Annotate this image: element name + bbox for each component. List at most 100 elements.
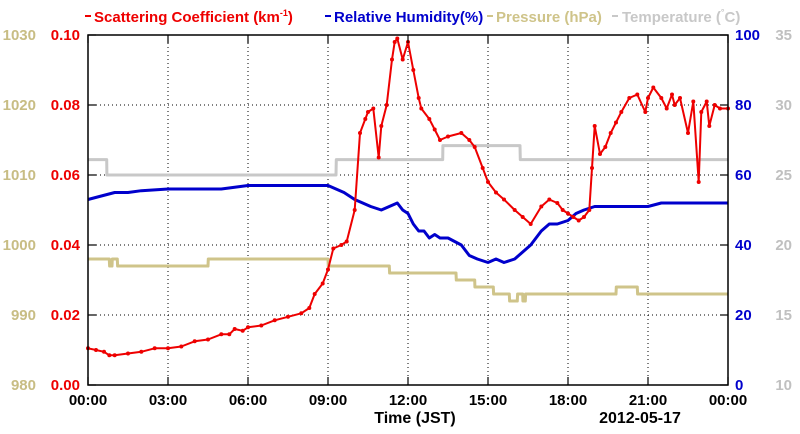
x-tick-label: 06:00 bbox=[229, 392, 267, 409]
series-point-scat bbox=[712, 103, 717, 107]
series-point-scat bbox=[192, 339, 197, 344]
series-point-scat bbox=[592, 124, 597, 128]
x-tick-label: 03:00 bbox=[149, 392, 187, 409]
y-tick-label-pres: 1000 bbox=[3, 237, 36, 254]
x-tick-label: 18:00 bbox=[549, 392, 587, 409]
x-tick-label: 00:00 bbox=[69, 392, 107, 409]
series-point-scat bbox=[691, 99, 696, 104]
y-tick-label-temp: 10 bbox=[775, 377, 792, 394]
series-point-scat bbox=[400, 57, 405, 62]
series-point-scat bbox=[446, 134, 450, 139]
series-point-scat bbox=[528, 222, 533, 226]
series-point-scat bbox=[259, 323, 264, 328]
series-point-scat bbox=[390, 57, 394, 62]
series-point-scat bbox=[619, 110, 624, 114]
series-point-scat bbox=[272, 318, 277, 323]
series-point-scat bbox=[363, 117, 368, 121]
series-point-scat bbox=[576, 218, 581, 223]
series-point-scat bbox=[344, 239, 349, 244]
series-point-scat bbox=[107, 353, 112, 358]
x-tick-label: 21:00 bbox=[629, 392, 667, 409]
series-point-scat bbox=[432, 127, 437, 132]
series-point-scat bbox=[547, 197, 552, 202]
series-point-scat bbox=[635, 92, 640, 97]
series-point-scat bbox=[646, 96, 650, 100]
series-point-scat bbox=[467, 138, 472, 142]
series-point-scat bbox=[664, 106, 669, 111]
y-tick-label-rh: 80 bbox=[735, 97, 752, 114]
legend: Scattering Coefficient (km-1) Relative H… bbox=[85, 7, 740, 26]
grid bbox=[88, 35, 728, 385]
series-point-scat bbox=[240, 328, 245, 333]
series-point-scat bbox=[486, 180, 490, 184]
series-point-scat bbox=[659, 96, 664, 100]
series-point-scat bbox=[366, 110, 370, 114]
series-point-scat bbox=[555, 201, 560, 205]
series-point-scat bbox=[686, 131, 690, 135]
series-point-scat bbox=[643, 110, 648, 114]
series-point-scat bbox=[603, 145, 608, 149]
series-point-scat bbox=[627, 96, 632, 100]
y-tick-label-scat: 0.00 bbox=[51, 377, 80, 394]
series-point-scat bbox=[539, 204, 544, 209]
series-point-scat bbox=[206, 337, 210, 342]
series-point-scat bbox=[152, 346, 157, 351]
series-point-scat bbox=[326, 267, 330, 272]
y-tick-label-pres: 990 bbox=[11, 307, 36, 324]
series-point-scat bbox=[307, 306, 312, 310]
y-tick-label-rh: 100 bbox=[735, 27, 760, 44]
series-point-scat bbox=[312, 292, 317, 296]
series-point-scat bbox=[459, 131, 464, 135]
series-point-scat bbox=[286, 314, 290, 319]
series-point-scat bbox=[614, 120, 618, 125]
series-line-temp bbox=[88, 144, 728, 177]
series-point-scat bbox=[590, 166, 594, 170]
series-point-scat bbox=[566, 211, 570, 216]
y-tick-label-scat: 0.04 bbox=[51, 237, 81, 254]
series-point-scat bbox=[379, 124, 384, 128]
y-tick-label-pres: 1030 bbox=[3, 27, 36, 44]
series-point-scat bbox=[416, 96, 421, 100]
series-point-scat bbox=[392, 40, 397, 44]
y-tick-label-temp: 25 bbox=[775, 167, 792, 184]
series-point-scat bbox=[438, 138, 442, 142]
series-point-scat bbox=[371, 106, 376, 111]
series-point-scat bbox=[179, 344, 184, 349]
series-point-scat bbox=[699, 110, 704, 114]
series-point-scat bbox=[232, 327, 237, 331]
x-tick-label: 09:00 bbox=[309, 392, 347, 409]
series-point-scat bbox=[678, 96, 682, 100]
series-point-scat bbox=[480, 166, 485, 170]
legend-scattering-label: Scattering Coefficient (km-1) bbox=[94, 8, 293, 26]
series-point-scat bbox=[246, 325, 250, 330]
series-point-scat bbox=[102, 349, 106, 354]
series-point-scat bbox=[670, 92, 674, 97]
series-point-scat bbox=[707, 124, 712, 128]
series-point-scat bbox=[126, 351, 130, 356]
date-label: 2012-05-17 bbox=[599, 410, 681, 427]
series-point-scat bbox=[419, 106, 424, 111]
series-line-pres bbox=[88, 257, 728, 303]
y-tick-label-scat: 0.02 bbox=[51, 307, 80, 324]
series-point-scat bbox=[718, 106, 722, 111]
y-tick-label-pres: 1020 bbox=[3, 97, 36, 114]
x-tick-label: 00:00 bbox=[709, 392, 747, 409]
y-tick-label-temp: 20 bbox=[775, 237, 792, 254]
y-tick-label-rh: 40 bbox=[735, 237, 752, 254]
series-point-scat bbox=[139, 349, 144, 354]
series-point-scat bbox=[560, 208, 565, 212]
series-point-scat bbox=[166, 346, 170, 351]
series-point-scat bbox=[672, 103, 677, 107]
x-tick-label: 15:00 bbox=[469, 392, 507, 409]
axes: 00:00 03:00 06:00 09:00 12:00 15:00 18:00 21:00… bbox=[3, 27, 792, 409]
legend-temperature-label: Temperature (°C) bbox=[622, 7, 740, 26]
series-point-scat bbox=[502, 197, 506, 202]
series-point-scat bbox=[512, 208, 517, 212]
series-point-scat bbox=[112, 353, 117, 358]
y-tick-label-rh: 20 bbox=[735, 307, 752, 324]
series-point-scat bbox=[352, 208, 357, 212]
y-tick-label-pres: 1010 bbox=[3, 167, 36, 184]
series-point-scat bbox=[651, 85, 656, 90]
x-tick-label: 12:00 bbox=[389, 392, 427, 409]
series-point-scat bbox=[571, 215, 576, 219]
